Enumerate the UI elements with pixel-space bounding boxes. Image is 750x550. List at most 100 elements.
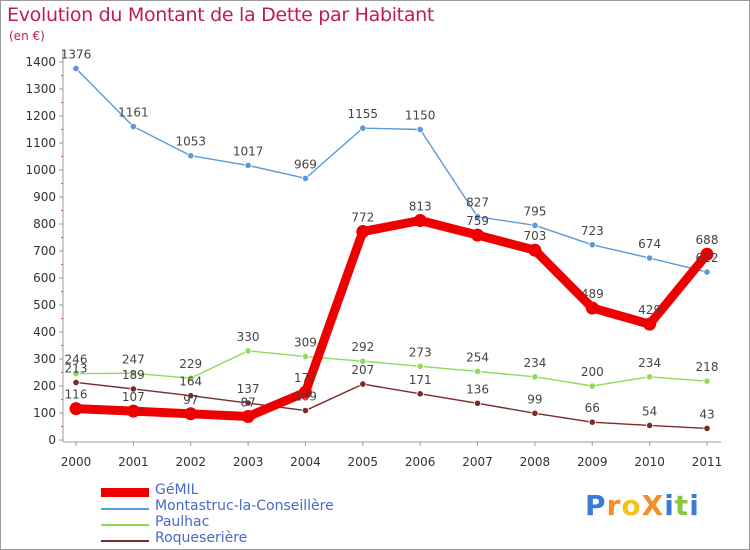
data-point — [473, 399, 482, 407]
y-tick-label: 600 — [33, 271, 56, 285]
legend-label-roqueseriere: Roqueserière — [155, 530, 248, 546]
x-tick-label: 2011 — [692, 455, 723, 469]
data-label: 234 — [523, 356, 546, 370]
data-label: 247 — [122, 352, 145, 366]
data-point — [359, 380, 367, 388]
data-point — [187, 374, 195, 382]
logo-letter: P — [585, 489, 607, 522]
data-point — [72, 378, 80, 387]
data-label: 43 — [699, 407, 714, 421]
data-point — [129, 369, 137, 377]
logo-letter: r — [606, 489, 622, 522]
data-label: 207 — [351, 363, 374, 377]
data-point — [531, 373, 539, 381]
data-point — [241, 410, 255, 424]
data-point — [416, 362, 424, 370]
data-label: 87 — [240, 396, 255, 410]
y-tick-label: 1200 — [25, 109, 56, 123]
y-tick-label: 300 — [33, 352, 56, 366]
data-label: 273 — [409, 345, 432, 359]
data-label: 137 — [237, 382, 260, 396]
y-tick-label: 1300 — [25, 82, 56, 96]
data-label: 703 — [523, 229, 546, 243]
y-tick-label: 1100 — [25, 136, 56, 150]
data-label: 674 — [638, 237, 661, 251]
x-tick-label: 2000 — [61, 455, 92, 469]
data-point — [301, 406, 310, 415]
logo-letter: i — [689, 489, 700, 522]
x-tick-label: 2001 — [118, 455, 149, 469]
data-label: 136 — [466, 382, 489, 396]
data-point — [187, 152, 195, 160]
data-point — [703, 424, 711, 432]
series-line — [71, 215, 712, 422]
data-label: 107 — [122, 390, 145, 404]
x-tick-label: 2006 — [405, 455, 436, 469]
data-point — [646, 254, 654, 262]
data-label: 330 — [237, 330, 260, 344]
y-tick-label: 1000 — [25, 163, 56, 177]
legend-swatch-roqueseriere — [101, 540, 149, 542]
data-point — [703, 268, 711, 276]
data-label: 66 — [585, 401, 600, 415]
data-point — [531, 409, 539, 417]
data-label: 309 — [294, 336, 317, 350]
data-point — [588, 418, 596, 426]
legend-swatch-gemil — [101, 488, 149, 497]
logo-letter: t — [674, 489, 690, 522]
y-tick-label: 700 — [33, 244, 56, 258]
data-point — [356, 225, 370, 239]
data-label: 969 — [294, 157, 317, 171]
data-label: 489 — [581, 287, 604, 301]
series-line — [75, 381, 708, 430]
data-point — [588, 382, 596, 390]
data-label: 213 — [65, 361, 88, 375]
data-point — [359, 357, 367, 365]
data-label: 218 — [696, 360, 719, 374]
data-point — [471, 228, 485, 242]
data-point — [187, 392, 195, 400]
data-label: 234 — [638, 356, 661, 370]
legend-label-gemil: GéMIL — [155, 482, 199, 498]
data-label: 116 — [65, 388, 88, 402]
data-point — [531, 221, 539, 229]
data-point — [703, 377, 711, 385]
data-point — [588, 241, 596, 249]
series-line — [75, 350, 708, 387]
data-label: 772 — [351, 211, 374, 225]
data-point — [69, 402, 83, 416]
data-point — [129, 122, 137, 131]
x-tick-label: 2005 — [348, 455, 379, 469]
data-point — [301, 174, 310, 182]
data-label: 1017 — [233, 144, 264, 158]
logo-letter: X — [641, 489, 665, 522]
data-point — [126, 404, 140, 418]
data-point — [72, 369, 80, 378]
y-tick-label: 1400 — [25, 55, 56, 69]
data-label: 1155 — [348, 107, 379, 121]
legend-label-montastruc: Montastruc-la-Conseillère — [155, 498, 334, 514]
x-tick-label: 2004 — [290, 455, 321, 469]
data-label: 1150 — [405, 109, 436, 123]
data-point — [184, 407, 198, 421]
data-point — [301, 352, 310, 361]
data-label: 200 — [581, 365, 604, 379]
data-label: 723 — [581, 224, 604, 238]
data-point — [129, 385, 137, 393]
x-tick-label: 2009 — [577, 455, 608, 469]
data-point — [413, 213, 427, 227]
data-label: 795 — [523, 204, 546, 218]
data-label: 429 — [638, 303, 661, 317]
x-tick-label: 2003 — [233, 455, 264, 469]
data-label: 99 — [527, 392, 542, 406]
data-label: 109 — [294, 390, 317, 404]
data-point — [473, 213, 482, 221]
data-point — [643, 317, 657, 331]
data-label: 177 — [294, 371, 317, 385]
data-point — [700, 247, 714, 261]
data-label: 229 — [179, 357, 202, 371]
data-label: 171 — [409, 373, 432, 387]
data-point — [244, 399, 252, 407]
